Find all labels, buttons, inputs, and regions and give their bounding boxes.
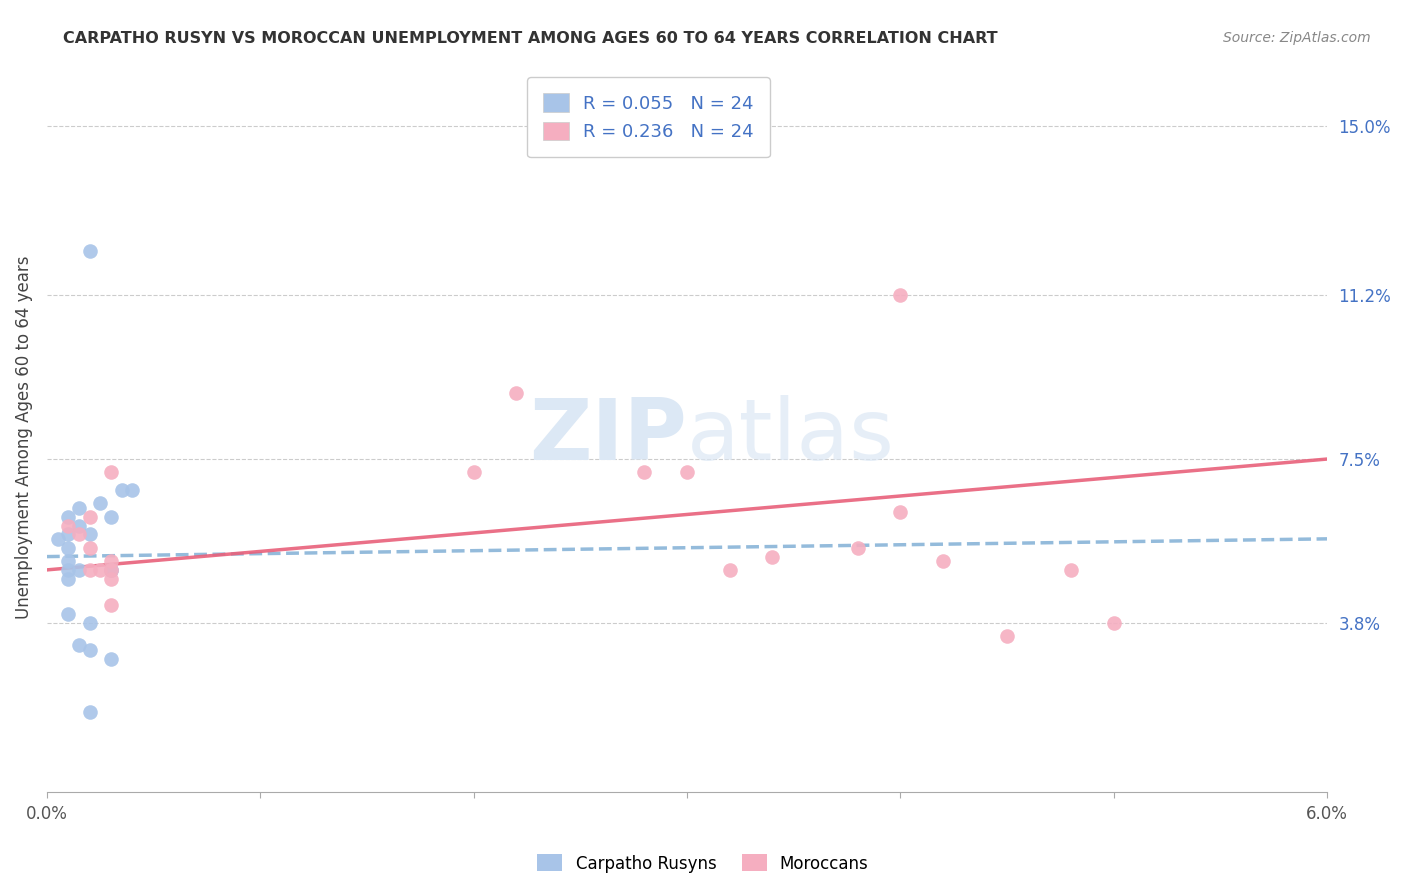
Point (67, 638, 90, 652)
Legend: R = 0.055   N = 24, R = 0.236   N = 24: R = 0.055 N = 24, R = 0.236 N = 24 (527, 77, 770, 157)
Point (121, 483, 143, 497)
Text: ZIP: ZIP (529, 395, 688, 478)
Point (1060, 563, 1083, 577)
Point (995, 629, 1018, 643)
Point (676, 466, 699, 480)
Point (100, 599, 122, 613)
Text: atlas: atlas (688, 395, 896, 478)
Point (79, 527, 101, 541)
Point (58, 518, 80, 533)
Point (846, 541, 869, 555)
Point (505, 385, 527, 400)
Point (79, 541, 101, 555)
Point (58, 509, 80, 524)
Legend: Carpatho Rusyns, Moroccans: Carpatho Rusyns, Moroccans (530, 847, 876, 880)
Point (100, 651, 122, 665)
Point (79, 616, 101, 631)
Point (761, 549, 783, 564)
Point (67, 500, 90, 515)
Point (79, 705, 101, 719)
Point (58, 607, 80, 622)
Y-axis label: Unemployment Among Ages 60 to 64 years: Unemployment Among Ages 60 to 64 years (15, 255, 32, 619)
Point (79, 509, 101, 524)
Text: CARPATHO RUSYN VS MOROCCAN UNEMPLOYMENT AMONG AGES 60 TO 64 YEARS CORRELATION CH: CARPATHO RUSYN VS MOROCCAN UNEMPLOYMENT … (63, 31, 998, 46)
Point (79, 244, 101, 258)
Point (100, 563, 122, 577)
Point (100, 466, 122, 480)
Point (58, 541, 80, 555)
Point (100, 572, 122, 586)
Point (100, 563, 122, 577)
Point (89, 496, 111, 510)
Point (46, 532, 69, 546)
Point (58, 572, 80, 586)
Point (79, 642, 101, 657)
Point (110, 483, 132, 497)
Point (58, 527, 80, 541)
Point (463, 466, 485, 480)
Point (100, 563, 122, 577)
Point (100, 509, 122, 524)
Point (58, 554, 80, 568)
Point (89, 563, 111, 577)
Point (79, 563, 101, 577)
Point (67, 527, 90, 541)
Point (67, 563, 90, 577)
Point (67, 518, 90, 533)
Point (58, 563, 80, 577)
Point (932, 554, 955, 568)
Point (633, 466, 655, 480)
Point (718, 563, 741, 577)
Point (889, 505, 911, 519)
Text: Source: ZipAtlas.com: Source: ZipAtlas.com (1223, 31, 1371, 45)
Point (1102, 616, 1125, 631)
Point (889, 288, 911, 302)
Point (100, 554, 122, 568)
